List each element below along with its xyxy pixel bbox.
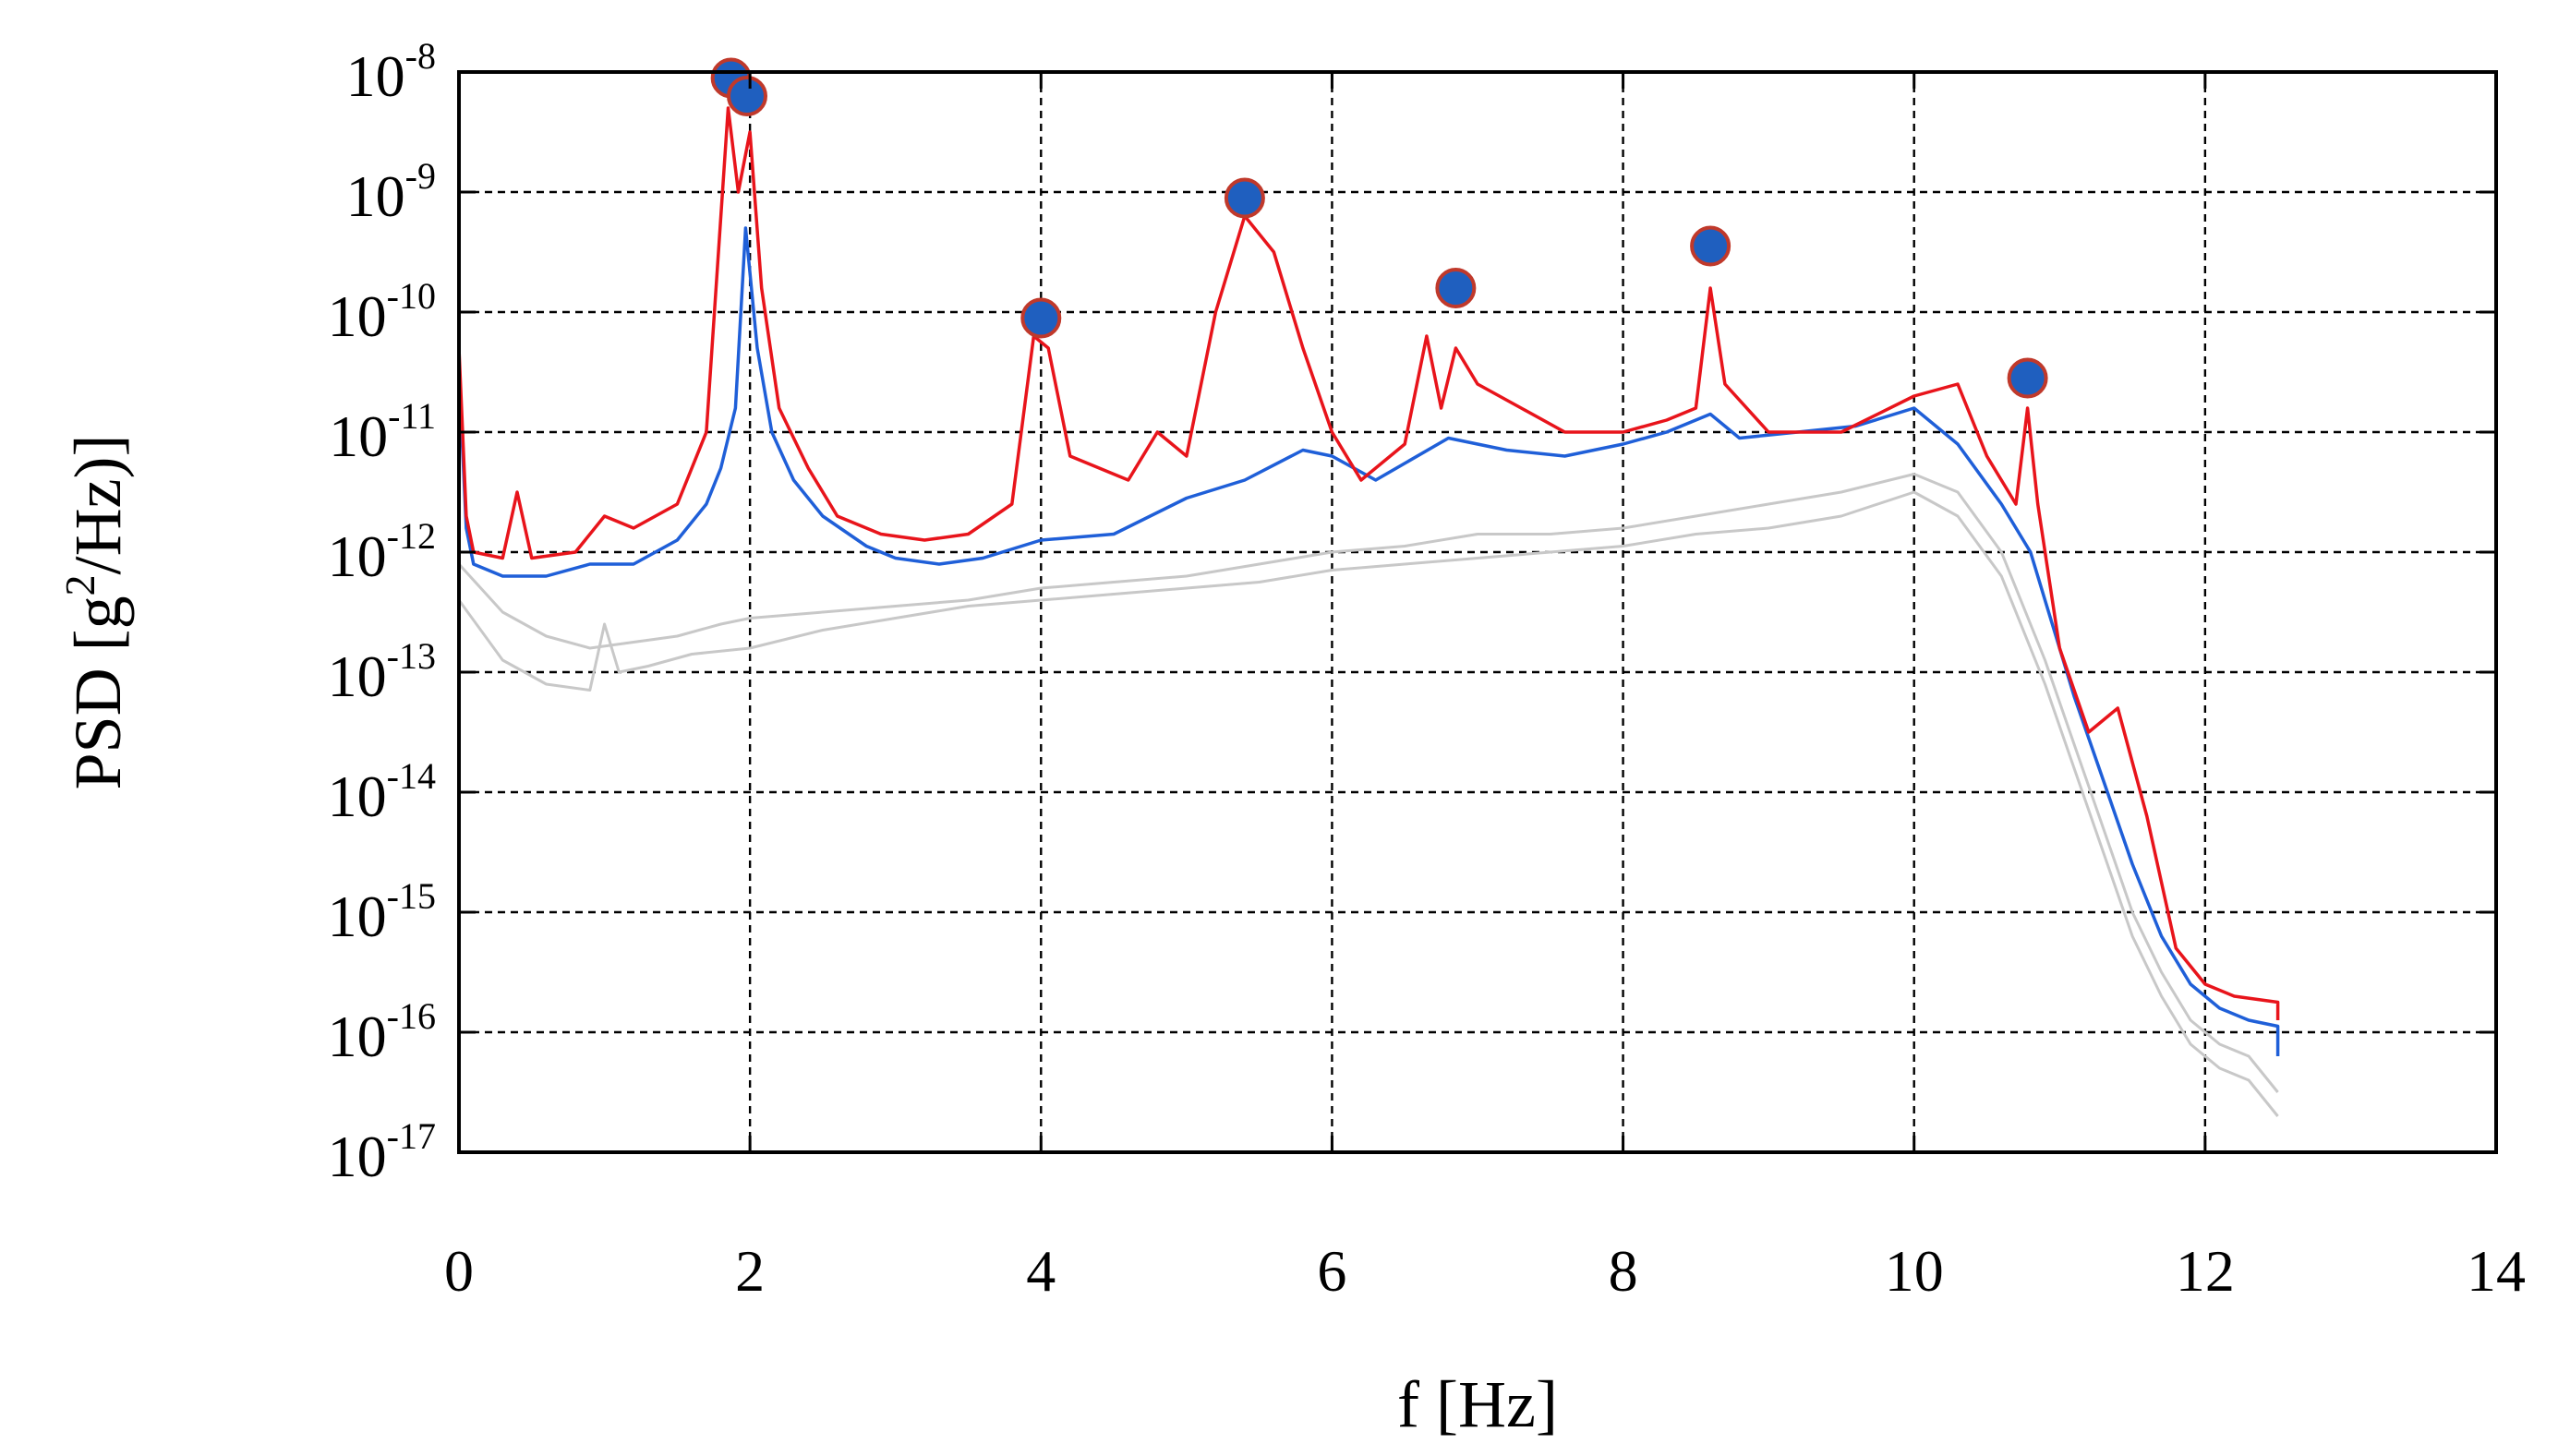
series-red-record [457,106,2280,1020]
y-tick-label: 10-14 [328,755,436,829]
y-tick-label: 10-11 [329,395,436,469]
peak-marker [726,76,767,116]
y-tick-label-exponent: -17 [387,1115,436,1157]
peak-markers-group [710,57,2048,399]
y-tick-label-exponent: -14 [387,755,436,797]
y-tick-label-base: 10 [328,283,387,349]
y-tick-label-exponent: -12 [387,515,436,557]
y-tick-label-base: 10 [328,523,387,589]
y-tick-label: 10-15 [328,875,436,949]
x-tick-label: 8 [1609,1238,1638,1304]
y-tick-label: 10-13 [328,635,436,709]
x-tick-label: 10 [1885,1238,1944,1304]
y-axis-title: PSD [g2/Hz)] [56,435,135,790]
y-axis-title-sup: 2 [56,574,103,596]
y-tick-label-base: 10 [329,403,388,469]
series-gray-record-1 [457,473,2279,1093]
peak-marker [1690,225,1731,267]
x-tick-label: 0 [444,1238,474,1304]
y-tick-label-base: 10 [328,644,387,709]
y-tick-label-base: 10 [328,884,387,949]
y-tick-label: 10-17 [328,1115,436,1189]
y-tick-label-exponent: -11 [388,395,436,437]
y-tick-label-base: 10 [328,764,387,829]
peak-marker [1435,268,1477,308]
x-tick-label: 4 [1026,1238,1056,1304]
y-tick-label: 10-8 [346,35,436,109]
x-axis-title: f [Hz] [1397,1367,1558,1441]
y-tick-label-base: 10 [346,163,405,229]
peak-marker [1020,297,1062,339]
y-tick-label: 10-10 [328,275,436,349]
series-blue-record [457,226,2280,1056]
y-tick-labels: 10-810-910-1010-1110-1210-1310-1410-1510… [328,35,436,1189]
y-tick-label-exponent: -10 [387,275,436,317]
x-tick-label: 6 [1317,1238,1346,1304]
x-tick-label: 14 [2467,1238,2526,1304]
peak-marker [2007,357,2048,399]
y-tick-label: 10-12 [328,515,436,589]
x-tick-label: 12 [2176,1238,2235,1304]
y-tick-label-base: 10 [346,43,405,109]
y-tick-label-base: 10 [328,1124,387,1189]
grid-lines [459,72,2496,1152]
plot-frame [457,70,2498,1154]
series-gray-record-2 [457,490,2279,1117]
y-axis-title-rest: /Hz)] [61,435,135,575]
y-tick-label: 10-16 [328,995,436,1069]
y-tick-label-exponent: -16 [387,995,436,1037]
y-tick-label-exponent: -15 [387,875,436,917]
y-tick-label-exponent: -9 [405,155,436,197]
x-tick-labels: 0 2 4 6 8 10 12 14 [444,1238,2526,1304]
x-tick-label: 2 [735,1238,765,1304]
y-tick-label: 10-9 [346,155,436,229]
y-tick-label-base: 10 [328,1004,387,1069]
psd-series-group [457,106,2280,1117]
peak-marker [1224,177,1265,219]
y-tick-label-exponent: -8 [405,35,436,77]
y-tick-label-exponent: -13 [387,635,436,677]
y-axis-title-base: PSD [g [61,596,135,789]
axis-ticks [457,70,2498,1154]
